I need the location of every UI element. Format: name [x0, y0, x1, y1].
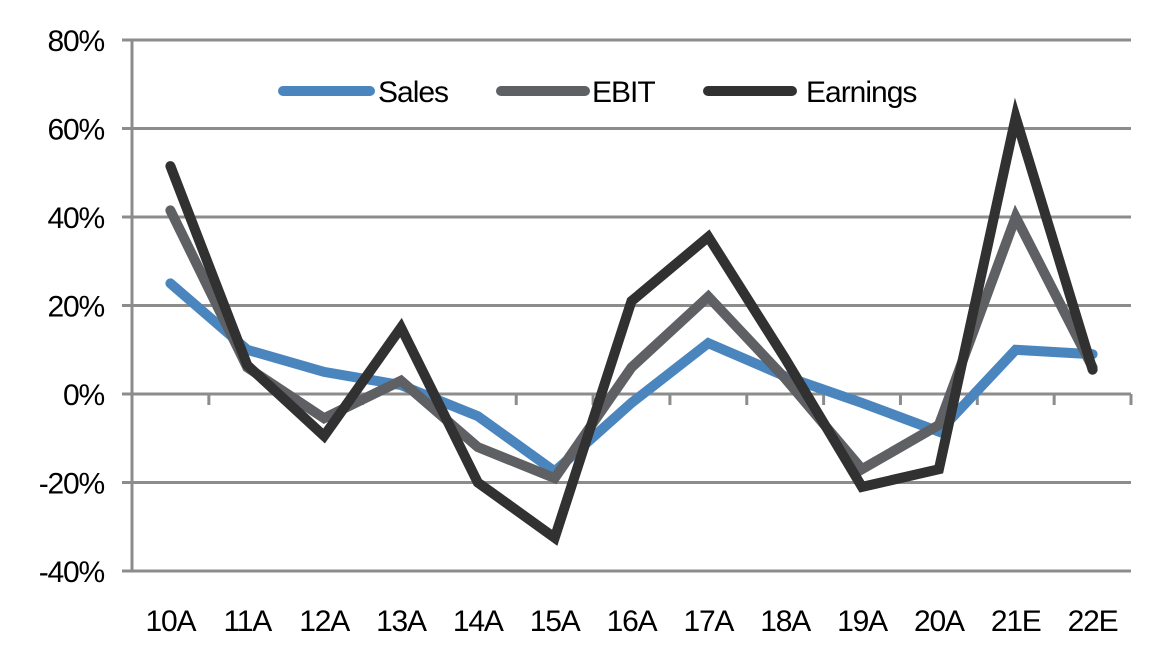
x-tick-label: 12A — [299, 605, 350, 638]
x-tick-label: 18A — [760, 605, 811, 638]
x-tick-label: 13A — [376, 605, 427, 638]
x-tick-label: 14A — [453, 605, 504, 638]
x-tick-label: 17A — [683, 605, 734, 638]
series-ebit — [165, 204, 1098, 485]
series-lines — [165, 97, 1098, 546]
y-tick-label: 80% — [48, 25, 105, 58]
gridlines — [122, 38, 1131, 573]
y-tick-label: 0% — [63, 379, 104, 412]
x-tick-label: 22E — [1068, 605, 1118, 638]
x-tick-label: 10A — [146, 605, 197, 638]
series-line-earnings — [165, 97, 1098, 546]
x-tick-label: 20A — [914, 605, 965, 638]
y-tick-label: 40% — [48, 202, 105, 235]
x-tick-label: 19A — [837, 605, 888, 638]
x-tick-label: 15A — [530, 605, 581, 638]
legend-label: Earnings — [806, 76, 916, 109]
y-axis-tick-labels: 80% 60% 40% 20% 0% -20% -40% — [39, 25, 106, 589]
x-tick-label: 21E — [991, 605, 1041, 638]
y-tick-label: 20% — [48, 291, 105, 324]
x-axis-tick-labels: 10A 11A 12A 13A 14A 15A 16A 17A 18A 19A 20A 21E 22E — [146, 605, 1119, 638]
legend-label: Sales — [378, 76, 448, 109]
series-line-ebit — [165, 204, 1098, 485]
x-tick-label: 11A — [223, 605, 272, 638]
legend-label: EBIT — [592, 76, 655, 109]
series-earnings — [165, 97, 1098, 546]
y-tick-label: -40% — [39, 556, 105, 589]
y-tick-label: 60% — [48, 114, 105, 147]
y-tick-label: -20% — [39, 468, 105, 501]
legend-item-sales: Sales — [278, 76, 449, 109]
legend-item-earnings: Earnings — [703, 76, 917, 109]
legend: Sales EBIT Earnings — [278, 76, 917, 109]
x-tick-label: 16A — [607, 605, 658, 638]
legend-item-ebit: EBIT — [496, 76, 656, 109]
